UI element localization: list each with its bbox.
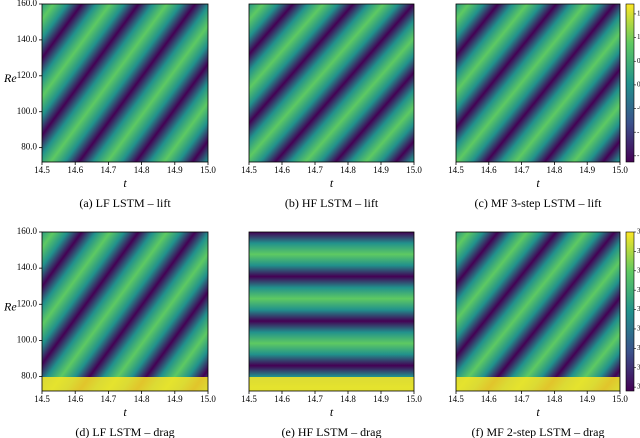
colorbar-tick-label: 3.35: [637, 247, 640, 255]
y-tick-label: 160.0: [17, 226, 38, 236]
colorbar-tick-label: 3.25: [637, 286, 640, 294]
heatmap-field: [456, 4, 620, 162]
y-axis-label: Re: [3, 71, 17, 85]
x-tick-label: 15.0: [406, 165, 422, 175]
x-tick-label: 14.5: [241, 165, 257, 175]
y-tick-label: 80.0: [21, 371, 37, 381]
x-axis-label: t: [123, 405, 127, 419]
heatmap-band: [249, 377, 414, 391]
colorbar-tick-label: 3.20: [637, 305, 640, 313]
plot-frame: [41, 231, 209, 392]
y-tick-label: 140.0: [17, 262, 38, 272]
x-axis-label: t: [123, 176, 127, 190]
y-tick-label: 120.0: [17, 298, 38, 308]
heatmap-field: [42, 4, 208, 162]
y-tick-label: 100.0: [17, 334, 38, 344]
x-tick-label: 14.9: [373, 165, 389, 175]
heatmap-field: [456, 232, 620, 391]
x-tick-label: 15.0: [406, 394, 422, 404]
caption: (a) LF LSTM – lift: [79, 196, 171, 210]
x-tick-label: 14.9: [579, 165, 595, 175]
x-axis-label: t: [536, 176, 540, 190]
x-tick-label: 14.8: [340, 165, 356, 175]
x-tick-label: 15.0: [200, 394, 216, 404]
plot-frame: [455, 231, 621, 392]
x-tick-label: 15.0: [612, 394, 628, 404]
colorbar: [625, 3, 635, 163]
x-tick-label: 14.7: [101, 394, 117, 404]
caption: (f) MF 2-step LSTM – drag: [472, 425, 605, 438]
x-tick-label: 14.6: [481, 165, 497, 175]
x-tick-label: 14.7: [514, 165, 530, 175]
caption: (c) MF 3-step LSTM – lift: [475, 196, 603, 210]
colorbar-tick-label: -1.5: [637, 151, 640, 159]
colorbar-tick-label: 0.5: [637, 57, 640, 65]
colorbar-tick-label: 3.40: [637, 228, 640, 236]
x-tick-label: 14.6: [67, 394, 83, 404]
colorbar-tick-label: -1.0: [637, 128, 640, 136]
x-tick-label: 14.9: [373, 394, 389, 404]
heatmap-field: [249, 232, 414, 391]
caption: (d) LF LSTM – drag: [75, 425, 174, 438]
colorbar-tick-label: 3.15: [637, 325, 640, 333]
x-tick-label: 14.5: [34, 394, 50, 404]
x-tick-label: 14.6: [67, 165, 83, 175]
y-tick-label: 140.0: [17, 34, 38, 44]
plot-frame: [248, 231, 415, 392]
caption: (b) HF LSTM – lift: [285, 196, 379, 210]
heatmap-band: [42, 377, 208, 391]
heatmap-band: [456, 377, 620, 391]
y-axis-label: Re: [3, 299, 17, 313]
x-tick-label: 14.5: [34, 165, 50, 175]
x-tick-label: 15.0: [200, 165, 216, 175]
x-axis-label: t: [536, 405, 540, 419]
colorbar-tick-label: -0.5: [637, 104, 640, 112]
heatmap-field: [42, 232, 208, 391]
x-tick-label: 14.7: [307, 165, 323, 175]
x-tick-label: 14.9: [167, 165, 183, 175]
colorbar-tick-label: 0.0: [637, 81, 640, 89]
colorbar-tick-label: 1.0: [637, 33, 640, 41]
x-tick-label: 14.8: [134, 394, 150, 404]
x-tick-label: 14.8: [547, 394, 563, 404]
colorbar-tick-label: 3.05: [637, 363, 640, 371]
caption: (e) HF LSTM – drag: [282, 425, 382, 438]
x-tick-label: 14.6: [481, 394, 497, 404]
heatmap-field: [249, 4, 414, 162]
y-tick-label: 120.0: [17, 70, 38, 80]
x-tick-label: 14.5: [241, 394, 257, 404]
x-tick-label: 14.8: [340, 394, 356, 404]
x-tick-label: 14.9: [579, 394, 595, 404]
x-axis-label: t: [330, 405, 334, 419]
colorbar-tick-label: 3.10: [637, 344, 640, 352]
x-tick-label: 14.9: [167, 394, 183, 404]
x-axis-label: t: [330, 176, 334, 190]
x-tick-label: 14.7: [101, 165, 117, 175]
plot-frame: [248, 3, 415, 163]
colorbar: [625, 231, 635, 392]
colorbar-tick-label: 3.00: [637, 383, 640, 391]
x-tick-label: 14.6: [274, 394, 290, 404]
y-tick-label: 100.0: [17, 106, 38, 116]
x-tick-label: 14.8: [547, 165, 563, 175]
plot-frame: [455, 3, 621, 163]
plot-frame: [41, 3, 209, 163]
colorbar-tick-label: 3.30: [637, 266, 640, 274]
x-tick-label: 14.6: [274, 165, 290, 175]
x-tick-label: 14.5: [448, 394, 464, 404]
y-tick-label: 160.0: [17, 0, 38, 8]
x-tick-label: 14.5: [448, 165, 464, 175]
x-tick-label: 14.7: [514, 394, 530, 404]
x-tick-label: 14.7: [307, 394, 323, 404]
colorbar-tick-label: 1.5: [637, 10, 640, 18]
x-tick-label: 15.0: [612, 165, 628, 175]
y-tick-label: 80.0: [21, 142, 37, 152]
x-tick-label: 14.8: [134, 165, 150, 175]
